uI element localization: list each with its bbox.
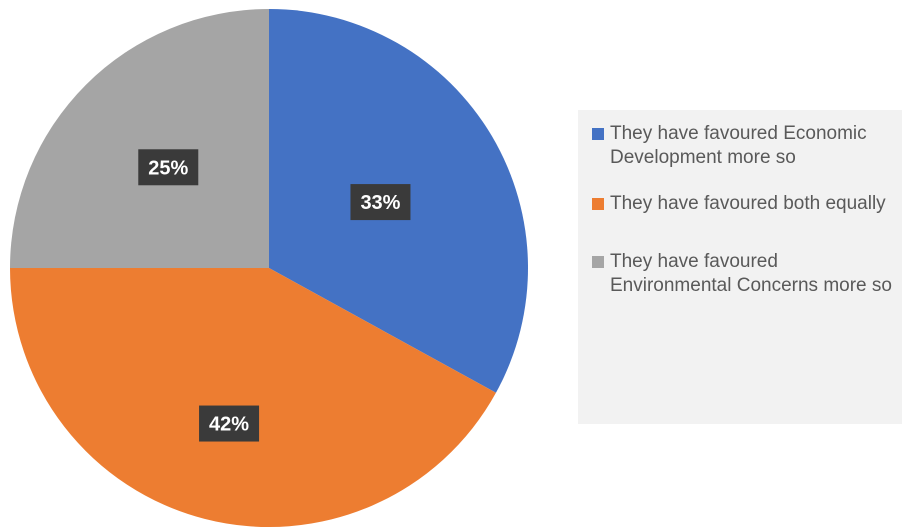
data-label-box — [350, 184, 411, 221]
legend-swatch-blue — [592, 128, 604, 140]
legend-label: They have favoured Environmental Concern… — [610, 251, 892, 296]
legend-item-both-equally: They have favoured both equally — [592, 192, 894, 216]
pie-slice-both-equally — [10, 268, 496, 527]
data-label-box — [199, 405, 260, 442]
data-label: 25% — [148, 157, 188, 179]
legend-item-economic-development: They have favoured Economic Development … — [592, 122, 894, 170]
legend-swatch-orange — [592, 198, 604, 210]
legend-item-environmental-concerns: They have favoured Environmental Concern… — [592, 250, 894, 298]
pie-slice-environmental-concerns — [10, 9, 269, 268]
legend-label: They have favoured Economic Development … — [610, 123, 867, 168]
pie-slices — [10, 9, 528, 527]
data-labels: 33% 42% 25% — [138, 149, 411, 442]
data-label: 33% — [360, 192, 400, 214]
data-label-box — [138, 149, 199, 186]
data-label: 42% — [209, 414, 249, 436]
legend-swatch-gray — [592, 256, 604, 268]
legend-label: They have favoured both equally — [610, 193, 886, 214]
legend: They have favoured Economic Development … — [578, 110, 902, 424]
